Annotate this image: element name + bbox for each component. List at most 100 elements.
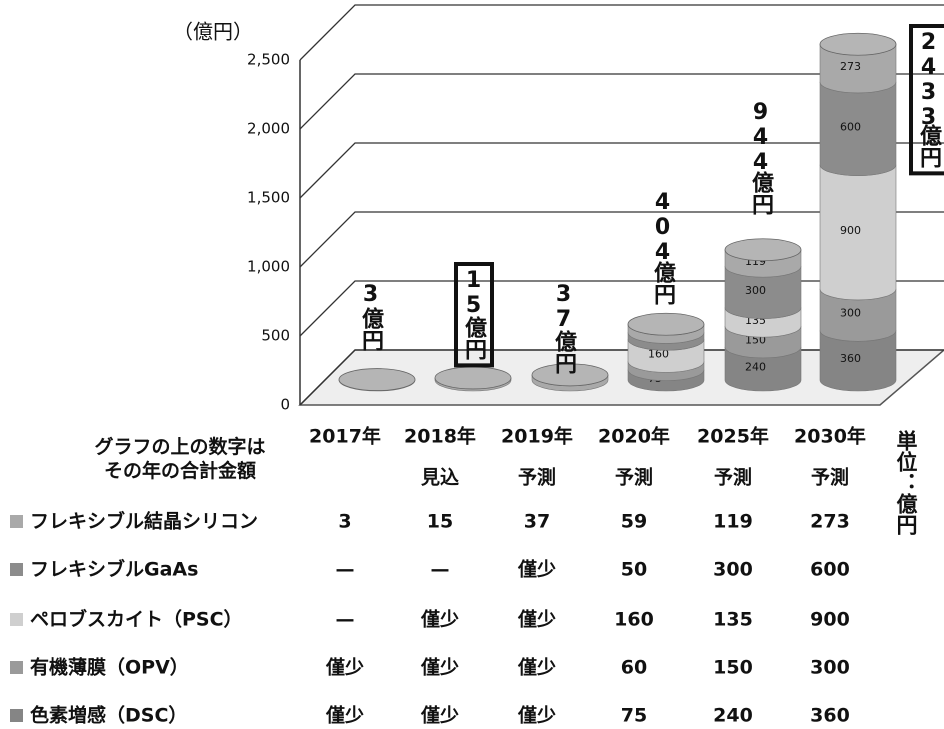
category-label: 2017年 <box>309 425 381 448</box>
bar-value-label: 300 <box>840 307 861 320</box>
table-cell: 59 <box>621 511 647 533</box>
bar-value-label: 160 <box>648 347 669 360</box>
total-unit: 億円 <box>916 123 942 169</box>
grid-line <box>299 4 944 61</box>
total-unit: 億円 <box>650 260 676 306</box>
table-cell: 僅少 <box>517 656 556 679</box>
category-label: 2025年 <box>697 425 769 448</box>
table-cell: 75 <box>621 705 647 727</box>
category-note: 予測 <box>714 466 752 489</box>
table-cell: 僅少 <box>325 656 364 679</box>
legend-swatch <box>10 515 23 528</box>
table-cell: 600 <box>810 559 850 581</box>
y-tick-label: 2,500 <box>247 51 290 69</box>
bar-value-label: 240 <box>745 360 766 373</box>
category-label: 2030年 <box>794 425 866 448</box>
table-cell: 160 <box>614 609 654 631</box>
category-note: 予測 <box>518 466 556 489</box>
y-tick-label: 500 <box>261 327 290 345</box>
legend-swatch <box>10 563 23 576</box>
table-cell: 3 <box>338 511 351 533</box>
bar-value-label: 273 <box>840 60 861 73</box>
cylinder-top <box>531 363 609 387</box>
cylinder-top <box>338 368 416 391</box>
legend-label: フレキシブルGaAs <box>30 558 198 581</box>
bar-value-label: 600 <box>840 120 861 133</box>
table-cell: 300 <box>713 559 753 581</box>
table-cell: 360 <box>810 705 850 727</box>
table-cell: 僅少 <box>420 608 459 631</box>
table-cell: 273 <box>810 511 850 533</box>
category-note: 予測 <box>615 466 653 489</box>
y-tick-label: 2,000 <box>247 120 290 138</box>
cylinder-top <box>724 238 802 262</box>
table-cell: 300 <box>810 657 850 679</box>
total-box <box>454 262 494 368</box>
bar-value-label: 300 <box>745 284 766 297</box>
category-note: 予測 <box>811 466 849 489</box>
category-label: 2020年 <box>598 425 670 448</box>
y-tick-label: 1,000 <box>247 258 290 276</box>
table-cell: 150 <box>713 657 753 679</box>
y-tick-label: 0 <box>280 396 290 414</box>
category-label: 2019年 <box>501 425 573 448</box>
y-tick-label: 1,500 <box>247 189 290 207</box>
legend-swatch <box>10 709 23 722</box>
category-label: 2018年 <box>404 425 476 448</box>
legend-label: 有機薄膜（OPV） <box>30 656 189 679</box>
table-cell: 119 <box>713 511 753 533</box>
table-cell: 僅少 <box>517 608 556 631</box>
grid-line <box>299 73 944 130</box>
cylinder-top <box>819 32 897 56</box>
table-note: グラフの上の数字はその年の合計金額 <box>94 435 265 482</box>
y-axis-label: （億円） <box>173 20 253 44</box>
legend-label: ペロブスカイト（PSC） <box>30 608 243 631</box>
table-cell: 240 <box>713 705 753 727</box>
total-value: 37 <box>551 282 576 332</box>
table-cell: — <box>336 609 355 631</box>
total-value: 3 <box>358 282 383 307</box>
total-unit: 億円 <box>461 315 487 361</box>
grid-line <box>299 211 944 268</box>
category-note: 見込 <box>421 467 459 489</box>
table-cell: 僅少 <box>325 704 364 727</box>
legend-swatch <box>10 661 23 674</box>
legend-swatch <box>10 613 23 626</box>
bar-value-label: 360 <box>840 352 861 365</box>
table-cell: 60 <box>621 657 647 679</box>
total-box <box>909 24 944 176</box>
total-value: 2433 <box>916 30 941 130</box>
grid-line <box>299 142 944 199</box>
table-cell: 135 <box>713 609 753 631</box>
unit-note: 単位：億円 <box>894 429 918 535</box>
table-cell: 僅少 <box>517 558 556 581</box>
total-value: 944 <box>748 100 773 175</box>
total-value: 404 <box>650 190 675 265</box>
table-cell: 37 <box>524 511 550 533</box>
table-note-line: グラフの上の数字は <box>94 435 265 458</box>
table-note-line: その年の合計金額 <box>104 459 256 482</box>
total-value: 15 <box>461 268 486 318</box>
bar-value-label: 900 <box>840 224 861 237</box>
table-cell: 50 <box>621 559 647 581</box>
legend-label: 色素増感（DSC） <box>30 704 187 727</box>
total-unit: 億円 <box>748 170 774 216</box>
total-unit: 億円 <box>551 329 577 375</box>
legend-label: フレキシブル結晶シリコン <box>30 510 258 533</box>
table-cell: — <box>431 559 450 581</box>
total-unit: 億円 <box>358 306 384 352</box>
table-cell: 15 <box>427 511 453 533</box>
total-label: 3億円 <box>358 282 384 352</box>
table-cell: 900 <box>810 609 850 631</box>
cylinder-top <box>434 366 512 390</box>
table-cell: 僅少 <box>420 656 459 679</box>
table-cell: — <box>336 559 355 581</box>
cylinder-top <box>627 312 705 336</box>
table-cell: 僅少 <box>420 704 459 727</box>
